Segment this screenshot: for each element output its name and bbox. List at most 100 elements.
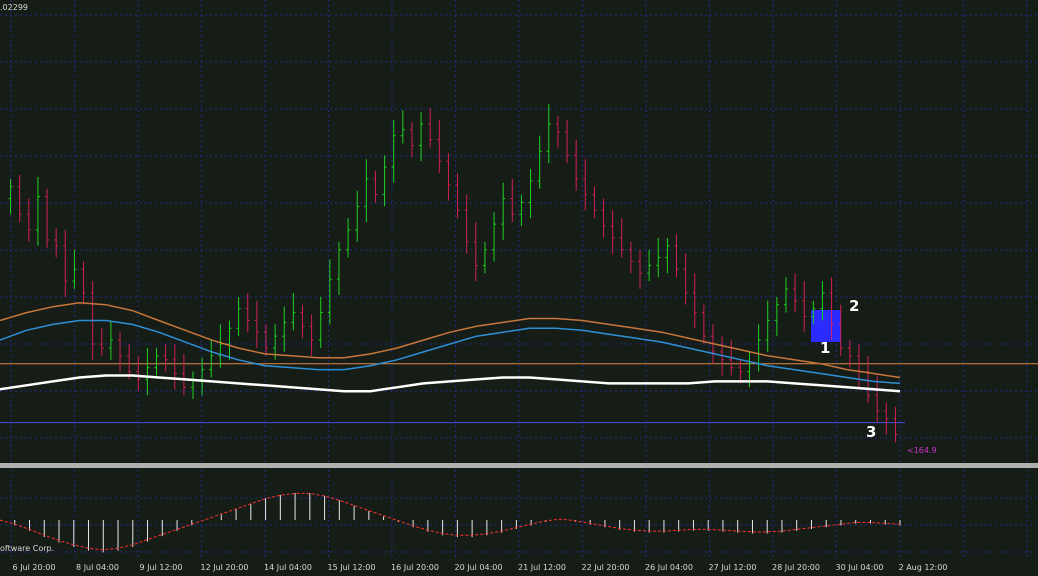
candle xyxy=(537,135,542,189)
candle xyxy=(765,300,770,352)
x-tick-label: 16 Jul 20:00 xyxy=(391,563,439,572)
x-tick-label: 20 Jul 04:00 xyxy=(454,563,503,572)
candle xyxy=(446,153,451,201)
panel-separator xyxy=(0,463,1038,468)
candle xyxy=(245,292,250,333)
candle xyxy=(35,176,40,246)
candle xyxy=(282,306,287,352)
candle xyxy=(464,194,469,254)
candle xyxy=(17,174,22,223)
candle xyxy=(263,324,268,356)
x-tick-label: 30 Jul 04:00 xyxy=(835,563,884,572)
candle xyxy=(492,212,497,262)
candle xyxy=(546,104,551,164)
candle xyxy=(63,230,68,297)
x-tick-label: 26 Jul 04:00 xyxy=(645,563,693,572)
candle xyxy=(382,155,387,207)
candle xyxy=(437,119,442,174)
candle xyxy=(227,320,232,360)
candle xyxy=(738,359,743,384)
candle xyxy=(829,277,834,341)
x-tick-label: 6 Jul 20:00 xyxy=(12,563,56,572)
x-tick-label: 28 Jul 20:00 xyxy=(772,563,820,572)
annotation-3: 3 xyxy=(866,423,877,441)
candle xyxy=(555,115,560,148)
candle xyxy=(820,281,825,321)
ma-white-line xyxy=(0,374,901,393)
x-tick-label: 21 Jul 12:00 xyxy=(518,563,566,572)
candle xyxy=(218,324,223,368)
candle xyxy=(54,228,59,258)
oscillator-signal-line xyxy=(0,492,901,551)
candle xyxy=(519,194,524,227)
candle xyxy=(391,119,396,183)
candle xyxy=(656,237,661,278)
candle xyxy=(72,249,77,289)
candle xyxy=(528,169,533,219)
candle xyxy=(99,328,104,356)
candle xyxy=(108,320,113,360)
candle xyxy=(574,139,579,191)
candle xyxy=(45,188,50,248)
x-tick-label: 14 Jul 04:00 xyxy=(264,563,312,572)
candle xyxy=(647,249,652,282)
candle xyxy=(638,249,643,289)
annotation-2: 2 xyxy=(849,297,860,315)
candle xyxy=(364,159,369,223)
candle xyxy=(409,121,414,158)
candle xyxy=(181,353,186,396)
candle xyxy=(8,178,13,215)
candle xyxy=(355,190,360,242)
x-tick-label: 12 Jul 20:00 xyxy=(200,563,249,572)
candle xyxy=(327,259,332,325)
copyright-text: oftware Corp. xyxy=(0,544,55,553)
candle xyxy=(783,277,788,313)
candle xyxy=(163,344,168,372)
candle xyxy=(847,340,852,368)
candle xyxy=(565,119,570,164)
candle xyxy=(601,198,606,238)
x-tick-label: 22 Jul 20:00 xyxy=(581,563,630,572)
candle xyxy=(674,233,679,278)
candle xyxy=(482,241,487,274)
candle xyxy=(273,324,278,360)
candle xyxy=(309,314,314,356)
candle xyxy=(455,173,460,219)
x-tick-label: 9 Jul 12:00 xyxy=(139,563,183,572)
price-marker-label: <164.9 xyxy=(907,446,937,455)
candle xyxy=(793,273,798,313)
ma-orange-line xyxy=(0,302,901,379)
candle xyxy=(473,222,478,282)
candle xyxy=(145,347,150,396)
candle xyxy=(774,296,779,337)
candle xyxy=(811,300,816,325)
candle xyxy=(610,210,615,254)
candle xyxy=(428,108,433,148)
x-tick-label: 27 Jul 12:00 xyxy=(708,563,757,572)
x-tick-label: 2 Aug 12:00 xyxy=(898,563,948,572)
candle xyxy=(619,218,624,258)
candle xyxy=(501,182,506,240)
candle xyxy=(127,344,132,380)
candle xyxy=(118,332,123,372)
candle xyxy=(26,198,31,242)
candle xyxy=(136,355,141,392)
candle xyxy=(318,296,323,348)
candle xyxy=(692,273,697,329)
candle xyxy=(838,304,843,356)
candle xyxy=(866,355,871,404)
candle xyxy=(172,344,177,390)
candle xyxy=(665,237,670,274)
candle xyxy=(802,281,807,333)
candle xyxy=(583,159,588,211)
candle xyxy=(875,375,880,423)
candle xyxy=(254,300,259,348)
candle xyxy=(236,296,241,337)
x-tick-label: 15 Jul 12:00 xyxy=(327,563,376,572)
candle xyxy=(154,347,159,376)
x-tick-label: 8 Jul 04:00 xyxy=(76,563,119,572)
annotation-1: 1 xyxy=(820,339,831,357)
highlight-box xyxy=(811,310,841,342)
ma-blue-line xyxy=(0,319,901,385)
candle xyxy=(81,261,86,305)
